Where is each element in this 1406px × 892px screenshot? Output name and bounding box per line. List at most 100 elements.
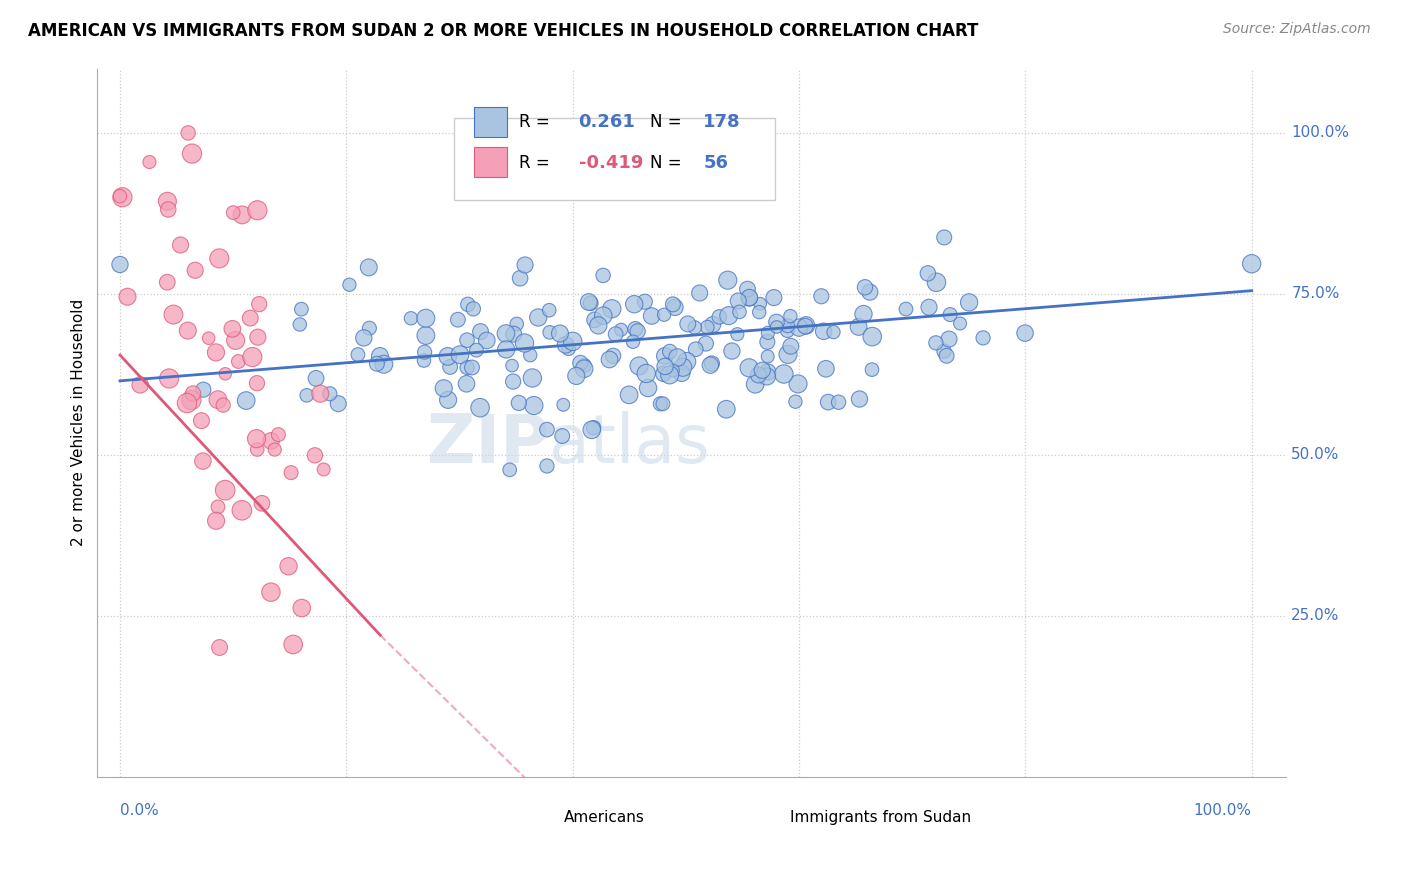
Point	[934, 230, 956, 244]
Text: 56: 56	[703, 153, 728, 172]
Point	[465, 343, 488, 358]
Point	[138, 155, 160, 169]
Point	[717, 309, 740, 323]
Point	[162, 308, 184, 322]
Point	[765, 320, 787, 334]
Point	[787, 320, 810, 334]
Point	[502, 327, 524, 342]
Point	[827, 395, 849, 409]
Text: R =: R =	[519, 112, 555, 130]
Text: 75.0%: 75.0%	[1291, 286, 1340, 301]
Point	[222, 205, 245, 219]
Point	[925, 335, 948, 350]
Point	[551, 429, 574, 443]
Point	[776, 323, 799, 337]
Point	[513, 336, 536, 351]
Point	[776, 347, 799, 361]
Point	[239, 311, 262, 326]
Point	[654, 359, 676, 374]
Point	[738, 291, 761, 305]
Point	[675, 354, 697, 368]
Point	[495, 326, 517, 341]
Point	[513, 258, 536, 272]
Text: AMERICAN VS IMMIGRANTS FROM SUDAN 2 OR MORE VEHICLES IN HOUSEHOLD CORRELATION CH: AMERICAN VS IMMIGRANTS FROM SUDAN 2 OR M…	[28, 22, 979, 40]
Point	[221, 322, 243, 336]
Point	[319, 386, 342, 401]
Point	[277, 559, 299, 574]
Point	[756, 365, 779, 379]
Point	[773, 367, 796, 381]
Point	[437, 392, 460, 407]
Point	[413, 345, 436, 359]
Point	[652, 308, 675, 322]
Point	[685, 343, 707, 357]
Point	[501, 359, 523, 373]
Point	[749, 297, 772, 311]
Point	[557, 342, 579, 356]
Point	[925, 275, 948, 289]
Point	[574, 359, 596, 373]
Point	[415, 328, 437, 343]
Point	[776, 318, 799, 333]
Text: 0.0%: 0.0%	[120, 803, 159, 818]
Point	[599, 352, 621, 367]
Point	[756, 350, 779, 364]
Point	[283, 638, 305, 652]
Point	[600, 301, 623, 316]
Point	[181, 146, 204, 161]
Point	[935, 349, 957, 363]
Point	[312, 462, 335, 476]
Point	[794, 319, 817, 334]
Point	[436, 350, 458, 364]
Point	[214, 483, 236, 498]
Point	[468, 401, 491, 415]
Point	[208, 640, 231, 655]
Text: 0.261: 0.261	[579, 112, 636, 130]
Point	[548, 326, 571, 341]
Point	[208, 252, 231, 266]
Point	[709, 310, 731, 324]
Point	[461, 360, 484, 375]
Point	[860, 329, 883, 343]
Point	[787, 376, 810, 391]
Point	[779, 339, 801, 353]
Point	[561, 334, 583, 349]
Text: 100.0%: 100.0%	[1194, 803, 1251, 818]
Point	[225, 334, 247, 348]
Point	[737, 282, 759, 296]
Point	[605, 327, 627, 342]
Point	[191, 454, 214, 468]
Point	[810, 289, 832, 303]
Point	[695, 336, 717, 351]
Point	[762, 291, 785, 305]
Point	[650, 397, 672, 411]
Point	[725, 327, 748, 342]
Point	[738, 291, 761, 305]
FancyBboxPatch shape	[531, 806, 557, 828]
Point	[1014, 326, 1036, 340]
Point	[353, 331, 375, 345]
Text: ZIP: ZIP	[427, 411, 548, 477]
Point	[207, 392, 229, 407]
FancyBboxPatch shape	[454, 118, 775, 200]
Point	[456, 333, 478, 347]
Point	[449, 348, 471, 362]
Point	[157, 202, 180, 217]
Point	[399, 311, 422, 326]
Point	[699, 358, 721, 372]
Text: Immigrants from Sudan: Immigrants from Sudan	[790, 810, 972, 825]
Point	[652, 367, 675, 381]
Point	[536, 458, 558, 473]
Point	[190, 414, 212, 428]
Point	[569, 356, 592, 370]
Point	[207, 500, 229, 514]
Point	[716, 402, 738, 417]
Point	[654, 349, 676, 363]
Text: Source: ZipAtlas.com: Source: ZipAtlas.com	[1223, 22, 1371, 37]
Point	[197, 331, 219, 345]
Point	[728, 305, 751, 319]
Point	[228, 354, 250, 368]
Point	[108, 258, 131, 272]
Point	[413, 353, 436, 368]
Point	[246, 442, 269, 457]
